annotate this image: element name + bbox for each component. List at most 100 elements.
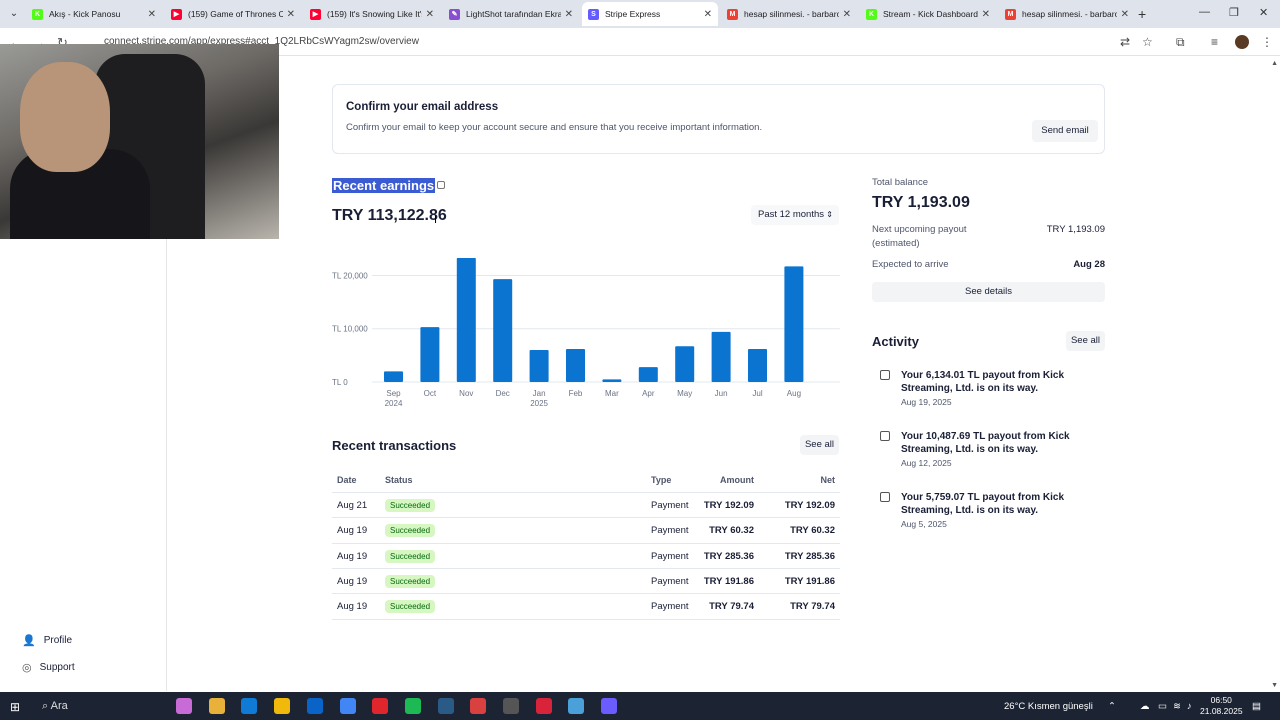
bar-apr[interactable] [638, 367, 658, 382]
tx-date: Aug 21 [337, 500, 368, 511]
x-tick-label: Jul [752, 389, 762, 398]
tab-search-icon[interactable]: ⌄ [9, 8, 19, 19]
page-scrollbar[interactable] [1270, 56, 1280, 692]
browser-tab[interactable]: K Stream - Kick Dashboard ✕ [860, 2, 996, 26]
bar-jun[interactable] [711, 331, 731, 382]
bar-sep[interactable] [384, 371, 403, 382]
taskbar-app-icon[interactable] [208, 698, 225, 714]
wifi-icon[interactable]: ≋ [1173, 701, 1181, 712]
taskbar-app-icon[interactable] [372, 698, 389, 714]
weather-text[interactable]: 26°C Kısmen güneşli [1004, 701, 1093, 712]
notification-icon[interactable]: ▤ [1252, 701, 1261, 712]
x-tick-label: Mar [605, 389, 619, 398]
cloud-icon[interactable]: ☁ [1140, 701, 1150, 712]
next-payout-label: Next upcoming payout [872, 224, 967, 235]
browser-tab[interactable]: ▶ (159) Game of Thrones Ce ✕ [165, 2, 301, 26]
table-row[interactable]: Aug 21 Succeeded Payment TRY 192.09 TRY 192.… [332, 492, 840, 517]
tab-close-icon[interactable]: ✕ [1120, 8, 1129, 20]
taskbar-app-icon[interactable] [535, 698, 552, 714]
info-icon[interactable] [437, 181, 445, 189]
taskbar-app-icon[interactable] [568, 698, 585, 714]
table-row[interactable]: Aug 19 Succeeded Payment TRY 285.36 TRY 285.… [332, 542, 840, 568]
browser-tab[interactable]: K Akış - Kick Panosu ✕ [26, 2, 162, 26]
scroll-down-arrow-icon[interactable]: ▼ [1271, 682, 1278, 689]
x-tick-label: Oct [424, 389, 437, 398]
tab-close-icon[interactable]: ✕ [564, 8, 573, 20]
sidebar-item-profile[interactable]: 👤 Profile [22, 634, 72, 647]
table-row[interactable]: Aug 19 Succeeded Payment TRY 60.32 TRY 60.32 [332, 517, 840, 542]
bar-nov[interactable] [456, 258, 476, 382]
tx-type: Payment [651, 525, 689, 537]
tab-close-icon[interactable]: ✕ [147, 8, 156, 20]
taskbar-app-icon[interactable] [274, 698, 291, 714]
taskbar-app-icon[interactable] [404, 698, 421, 714]
browser-tab[interactable]: S Stripe Express ✕ [582, 2, 718, 26]
bar-feb[interactable] [566, 348, 585, 382]
bar-aug[interactable] [784, 266, 804, 382]
taskbar-app-icon[interactable] [470, 698, 487, 714]
sidebar-item-support[interactable]: ◎ Support [22, 661, 75, 674]
transactions-see-all-button[interactable]: See all [800, 435, 839, 455]
extensions-icon[interactable]: ⧉ [1176, 35, 1185, 49]
tx-amount: TRY 191.86 [703, 575, 754, 587]
tab-label: (159) It's Snowing Like It's [327, 9, 422, 19]
tx-amount: TRY 60.32 [709, 525, 754, 537]
taskbar-app-icon[interactable] [176, 698, 192, 714]
send-email-button[interactable]: Send email [1032, 120, 1098, 142]
tab-favicon-icon: M [1005, 8, 1016, 20]
tab-close-icon[interactable]: ✕ [425, 8, 434, 20]
bar-may[interactable] [675, 346, 695, 382]
bar-jul[interactable] [748, 348, 767, 382]
volume-icon[interactable]: ♪ [1187, 701, 1192, 712]
new-tab-icon[interactable]: + [1138, 6, 1147, 22]
status-badge: Succeeded [385, 499, 436, 512]
activity-see-all-button[interactable]: See all [1066, 331, 1105, 351]
restore-icon[interactable]: ❐ [1229, 7, 1239, 19]
media-icon[interactable]: ≡ [1211, 35, 1219, 49]
bar-dec[interactable] [493, 279, 513, 382]
banner-title: Confirm your email address [346, 101, 499, 113]
battery-icon[interactable]: ▭ [1158, 701, 1167, 712]
minimize-icon[interactable]: — [1199, 6, 1210, 18]
period-select[interactable]: Past 12 months ⇕ [751, 205, 839, 225]
taskbar-app-icon[interactable] [306, 698, 323, 714]
webcam-overlay [0, 44, 279, 239]
x-tick-year-label: 2024 [385, 399, 403, 408]
taskbar-app-icon[interactable] [241, 698, 258, 714]
tray-chevron-icon[interactable]: ⌃ [1108, 701, 1116, 712]
table-row[interactable]: Aug 19 Succeeded Payment TRY 79.74 TRY 79.74 [332, 593, 840, 618]
reload-icon[interactable]: ↻ [57, 35, 68, 50]
bar-oct[interactable] [420, 327, 440, 382]
taskbar-app-icon[interactable] [437, 698, 454, 714]
taskbar-app-icon[interactable] [503, 698, 519, 714]
scroll-up-arrow-icon[interactable]: ▲ [1271, 60, 1278, 67]
taskbar-search[interactable]: ⌕ Ara [42, 700, 68, 712]
taskbar-app-icon[interactable] [601, 698, 618, 714]
windows-start-icon[interactable]: ⊞ [10, 700, 21, 714]
tx-net: TRY 79.74 [790, 601, 835, 613]
bar-mar[interactable] [602, 379, 622, 382]
url-field[interactable]: connect.stripe.com/app/express#acct_1Q2L… [104, 36, 419, 47]
see-details-button[interactable]: See details [872, 282, 1105, 302]
status-badge: Succeeded [385, 549, 436, 563]
browser-tab[interactable]: ✎ LightShot tarafından Ekran ✕ [443, 2, 579, 26]
menu-kebab-icon[interactable]: ⋮ [1261, 35, 1273, 49]
translate-icon[interactable]: ⇄ [1120, 35, 1131, 49]
browser-tab[interactable]: ▶ (159) It's Snowing Like It's ✕ [304, 2, 440, 26]
status-badge: Succeeded [385, 524, 436, 538]
taskbar-app-icon[interactable] [339, 698, 356, 714]
table-row[interactable]: Aug 19 Succeeded Payment TRY 191.86 TRY 191.… [332, 567, 840, 593]
tab-close-icon[interactable]: ✕ [703, 8, 712, 20]
x-tick-label: Apr [642, 389, 655, 398]
tab-close-icon[interactable]: ✕ [286, 8, 295, 20]
bookmark-star-icon[interactable]: ☆ [1142, 35, 1153, 49]
taskbar-clock[interactable]: 06:50 21.08.2025 [1200, 695, 1243, 717]
tab-close-icon[interactable]: ✕ [981, 8, 990, 20]
tab-close-icon[interactable]: ✕ [842, 8, 851, 20]
profile-avatar[interactable] [1235, 35, 1249, 49]
bar-jan[interactable] [529, 350, 549, 382]
close-window-icon[interactable]: ✕ [1259, 7, 1269, 19]
